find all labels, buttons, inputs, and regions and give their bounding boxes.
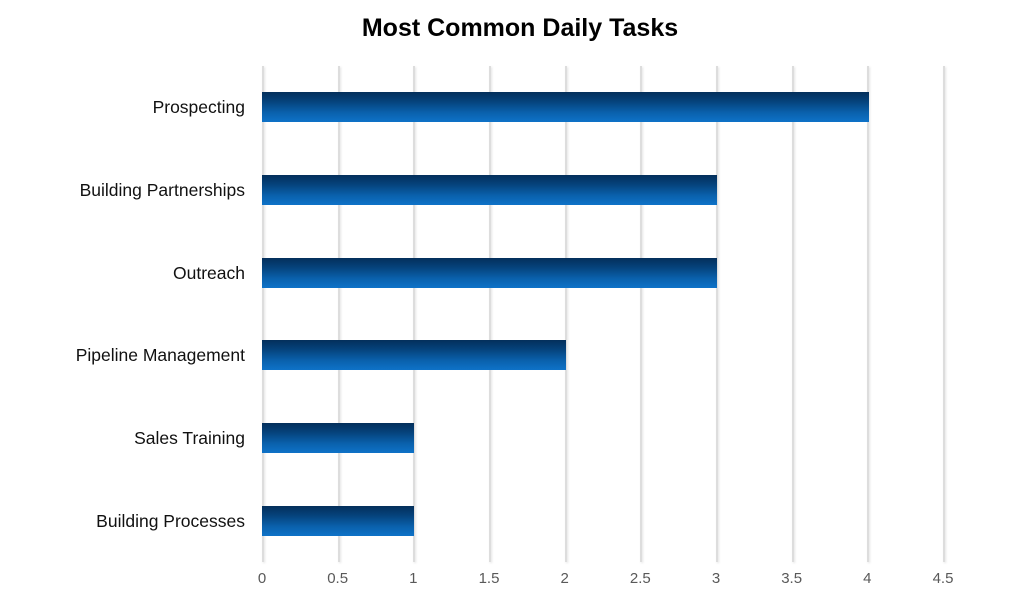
- gridline-3.5: [791, 66, 794, 562]
- bar-sales-training: [262, 423, 414, 453]
- category-label-prospecting: Prospecting: [152, 97, 245, 118]
- gridline-0.5: [337, 66, 340, 562]
- gridline-2.5: [640, 66, 643, 562]
- category-label-building-processes: Building Processes: [96, 510, 245, 531]
- gridline-1.5: [489, 66, 491, 562]
- x-tick-label-2.5: 2.5: [629, 570, 651, 587]
- gridline-2: [564, 66, 567, 562]
- x-tick-label-0: 0: [257, 570, 267, 587]
- gridline-4.5: [943, 66, 945, 562]
- x-tick-label-3.5: 3.5: [781, 570, 803, 587]
- x-tick-label-4: 4: [863, 570, 872, 587]
- bar-building-partnerships: [262, 175, 718, 205]
- bar-building-processes: [262, 505, 414, 536]
- x-tick-label-1.5: 1.5: [478, 570, 500, 587]
- gridline-1: [413, 66, 416, 562]
- category-label-building-partnerships: Building Partnerships: [79, 180, 245, 200]
- x-tick-label-4.5: 4.5: [932, 570, 954, 587]
- bar-prospecting: [262, 92, 870, 123]
- category-label-pipeline-management: Pipeline Management: [75, 345, 245, 366]
- category-label-sales-training: Sales Training: [134, 428, 245, 448]
- gridline-3: [716, 66, 718, 562]
- gridline-0: [262, 66, 264, 562]
- category-label-outreach: Outreach: [173, 262, 245, 283]
- plot-area: [262, 66, 945, 562]
- gridline-4: [867, 66, 870, 562]
- x-tick-label-0.5: 0.5: [327, 570, 349, 587]
- chart-title: Most Common Daily Tasks: [361, 14, 679, 42]
- x-tick-label-1: 1: [409, 570, 418, 587]
- bar-pipeline-management: [262, 340, 566, 371]
- bar-outreach: [262, 257, 718, 288]
- x-tick-label-2: 2: [560, 570, 569, 587]
- x-tick-label-3: 3: [711, 570, 721, 587]
